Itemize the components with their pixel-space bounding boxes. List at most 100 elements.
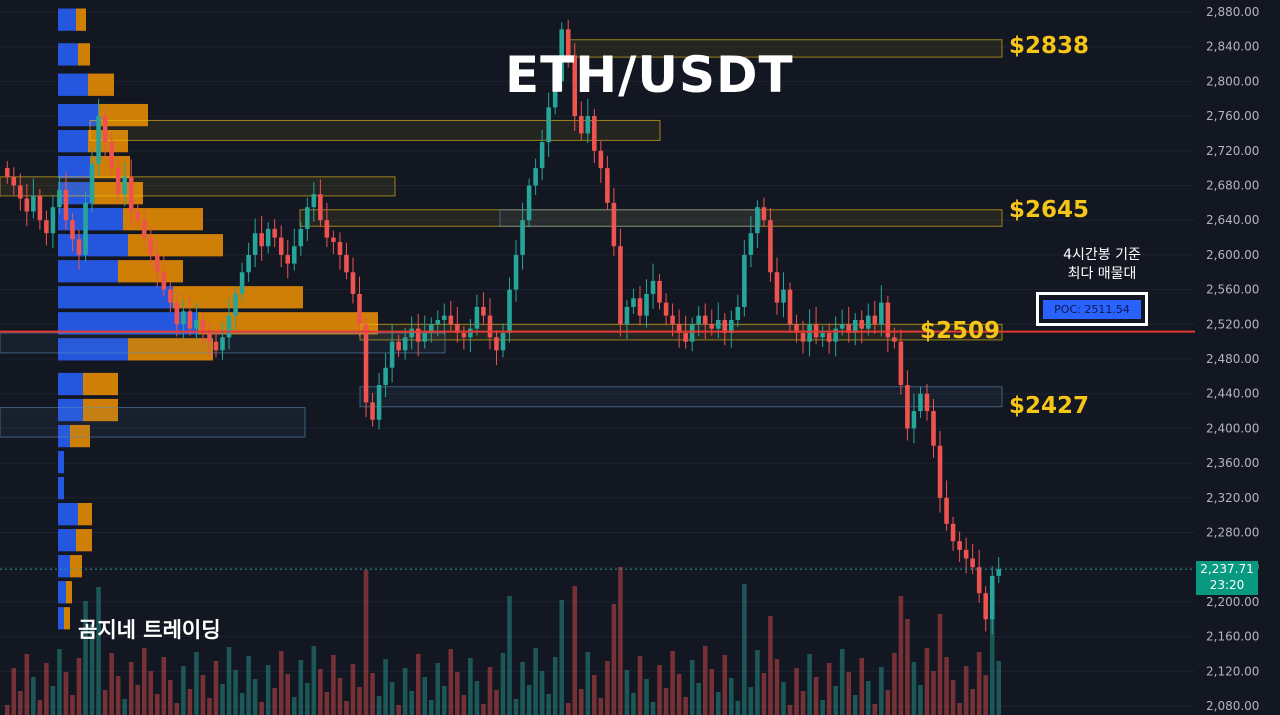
candle-body [4, 168, 10, 177]
volume-bar [885, 690, 891, 715]
volume-bar [748, 687, 754, 715]
candle-body [585, 116, 591, 134]
candle-body [155, 254, 160, 273]
volume-bar [663, 688, 669, 715]
profile-bar-sell [88, 73, 114, 96]
volume-bar [839, 649, 845, 715]
volume-bar [494, 690, 499, 715]
candle-body [311, 194, 317, 208]
volume-bar [546, 694, 551, 715]
candle-body [676, 324, 682, 333]
profile-bar-buy [58, 476, 64, 500]
profile-bar-buy [58, 312, 198, 335]
volume-bar [709, 669, 715, 715]
volume-bar [128, 662, 134, 715]
volume-bar [963, 666, 969, 715]
candle-body [337, 241, 343, 255]
candle-body [76, 239, 82, 255]
profile-bar-sell [118, 260, 183, 283]
poc-annotation: 4시간봉 기준 최다 매물대 [1040, 246, 1164, 284]
candle-body [976, 567, 982, 594]
chart-title: ETH/USDT [505, 46, 794, 104]
candle-body [552, 81, 558, 108]
candle-body [272, 228, 277, 238]
volume-bar [442, 686, 447, 715]
candle-body [872, 315, 878, 325]
candle-body [435, 319, 441, 325]
candle-body [305, 207, 310, 229]
volume-bar [533, 648, 538, 715]
candle-body [892, 337, 897, 342]
volume-bar [168, 680, 173, 715]
y-tick-label: 2,880.00 [1206, 5, 1259, 19]
candle-body [487, 315, 493, 338]
candle-body [898, 341, 904, 386]
y-tick-label: 2,320.00 [1206, 491, 1259, 505]
candle-body [468, 328, 473, 338]
candle-body [924, 393, 930, 412]
candle-body [768, 220, 773, 273]
volume-bar [239, 693, 245, 715]
zone-box [89, 119, 661, 141]
candle-body [135, 211, 141, 221]
candle-body [944, 497, 949, 524]
profile-bar-buy [58, 103, 98, 127]
candle-body [194, 319, 199, 329]
candle-body [428, 324, 434, 333]
profile-bar-sell [64, 607, 70, 630]
volume-bar [781, 682, 786, 715]
volume-bar [918, 685, 923, 715]
profile-bar-buy [58, 424, 70, 448]
candle-body [520, 220, 525, 255]
profile-bar-buy [58, 555, 70, 578]
volume-bar [611, 604, 617, 715]
candle-body [989, 575, 995, 620]
candle-body [657, 280, 662, 303]
profile-bar-buy [58, 286, 173, 309]
candle-body [50, 207, 56, 234]
volume-bar [578, 689, 584, 715]
volume-bar [644, 679, 649, 715]
volume-bar [715, 692, 721, 715]
candle-body [950, 523, 956, 542]
candle-body [742, 254, 747, 307]
volume-bar [468, 658, 473, 715]
profile-bar-sell [76, 8, 86, 31]
y-tick-label: 2,200.00 [1206, 595, 1259, 609]
candle-body [324, 220, 330, 238]
volume-bar [122, 699, 127, 715]
y-tick-label: 2,120.00 [1206, 664, 1259, 678]
candle-body [598, 150, 604, 169]
candle-body [761, 207, 767, 221]
volume-bar [194, 652, 199, 715]
volume-bar [605, 661, 610, 715]
candle-body [865, 315, 871, 329]
volume-bar [207, 698, 212, 715]
volume-bar [409, 691, 414, 715]
volume-bar [337, 678, 343, 715]
candle-body [918, 393, 923, 412]
volume-bar [96, 587, 101, 715]
candle-body [729, 319, 734, 333]
profile-bar-buy [58, 73, 88, 96]
profile-bar-buy [58, 607, 64, 630]
candle-body [983, 593, 988, 620]
candle-body [187, 311, 193, 329]
candle-body [18, 185, 23, 199]
candle-countdown: 23:20 [1209, 578, 1245, 592]
profile-bar-sell [198, 312, 378, 335]
volume-bar [63, 672, 69, 715]
volume-bar [481, 704, 486, 715]
volume-bar [402, 668, 408, 715]
candle-body [605, 168, 610, 203]
candle-body [402, 337, 408, 351]
candle-body [963, 549, 969, 559]
zone-box [359, 386, 1003, 408]
candle-body [500, 332, 506, 351]
volume-bar [265, 665, 271, 715]
profile-bar-buy [58, 450, 64, 474]
volume-bar [689, 660, 695, 715]
candle-body [246, 254, 251, 273]
candle-body [11, 176, 17, 186]
